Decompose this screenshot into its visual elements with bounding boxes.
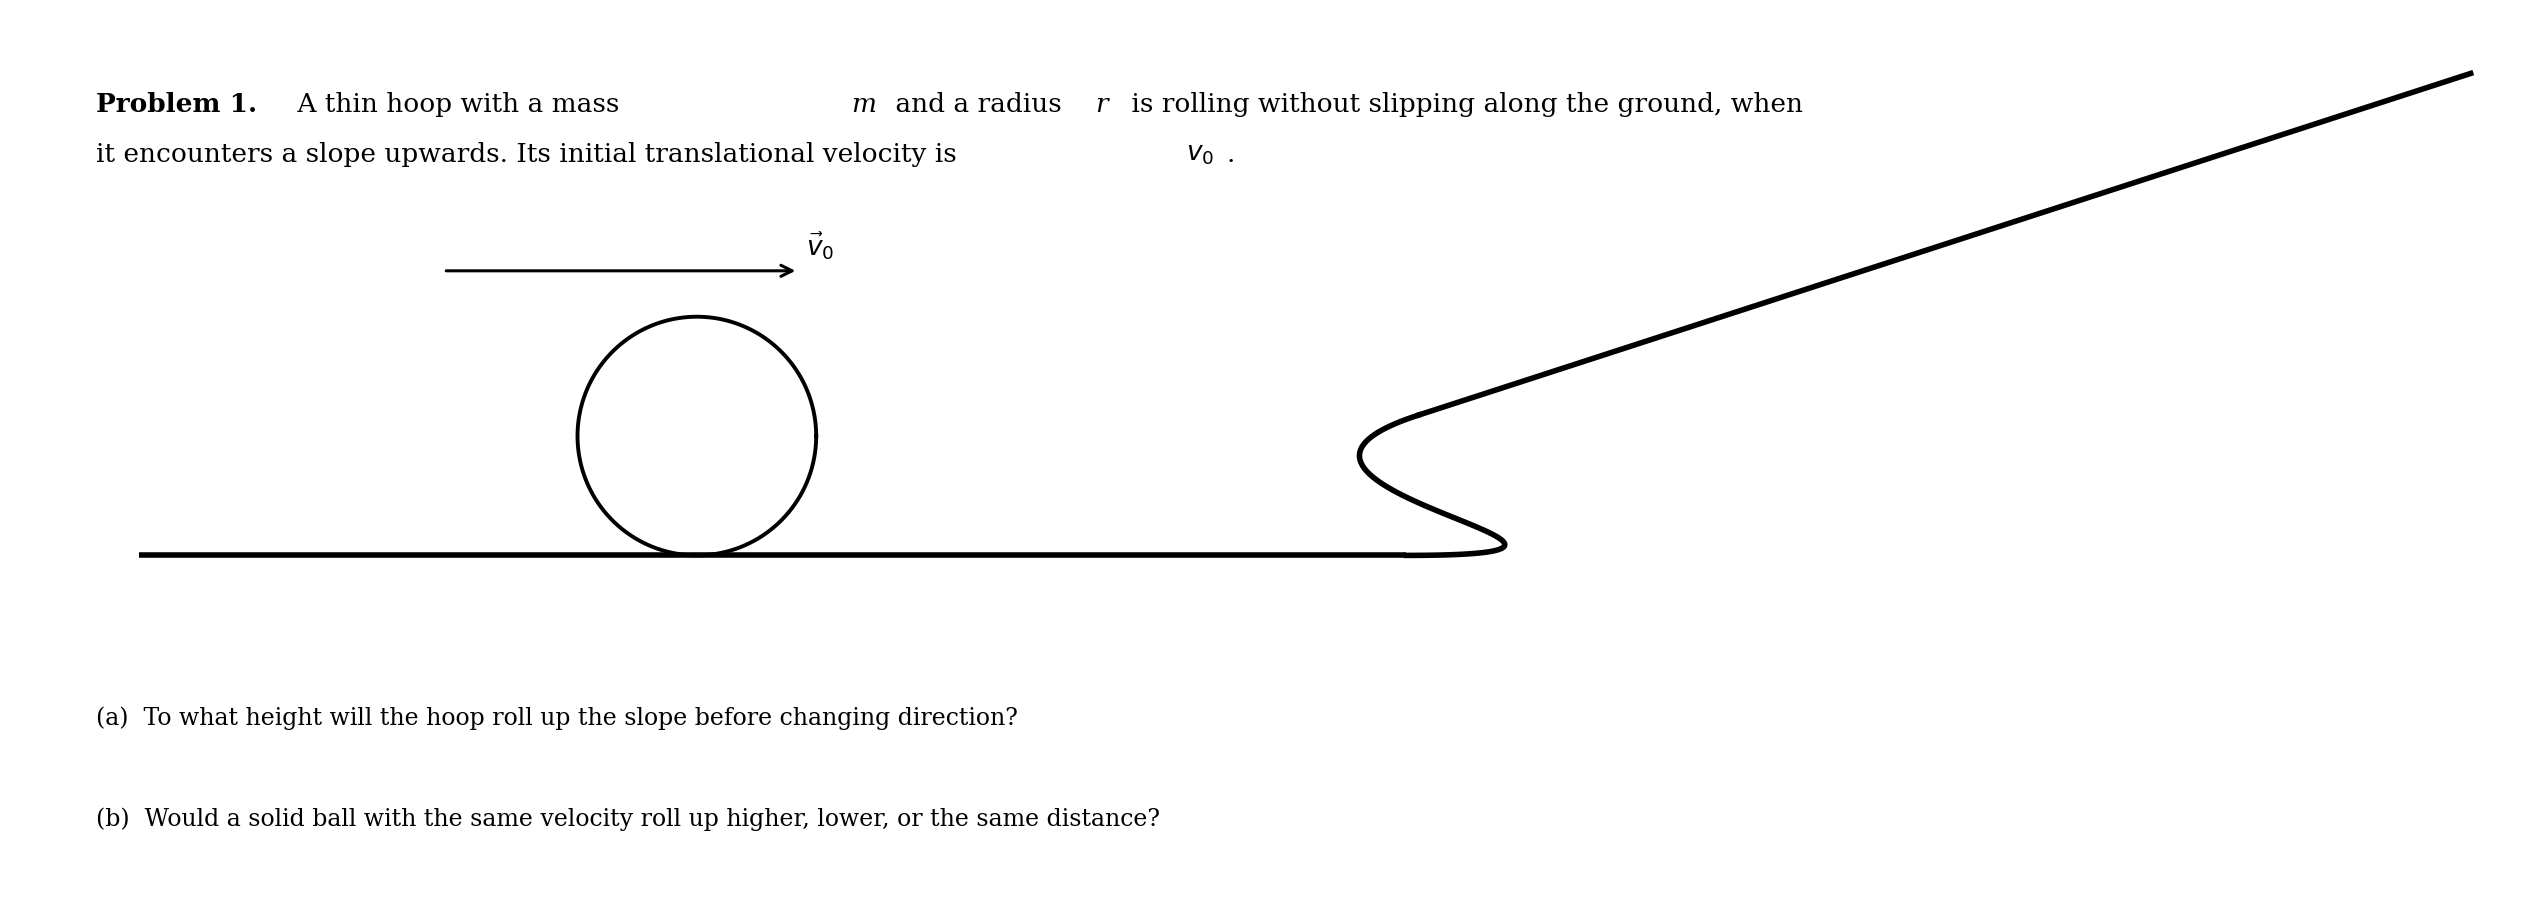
Text: Problem 1.: Problem 1. [96,92,258,117]
Text: r: r [1095,92,1107,117]
Text: $v_0$: $v_0$ [1186,142,1214,167]
Text: .: . [1226,142,1234,167]
Text: and a radius: and a radius [887,92,1069,117]
Text: is rolling without slipping along the ground, when: is rolling without slipping along the gr… [1123,92,1802,117]
Text: m: m [851,92,877,117]
Text: (b)  Would a solid ball with the same velocity roll up higher, lower, or the sam: (b) Would a solid ball with the same vel… [96,808,1161,832]
Text: it encounters a slope upwards. Its initial translational velocity is: it encounters a slope upwards. Its initi… [96,142,965,167]
Text: A thin hoop with a mass: A thin hoop with a mass [289,92,628,117]
Text: (a)  To what height will the hoop roll up the slope before changing direction?: (a) To what height will the hoop roll up… [96,707,1019,731]
Text: $\vec{v}_0$: $\vec{v}_0$ [806,230,834,262]
